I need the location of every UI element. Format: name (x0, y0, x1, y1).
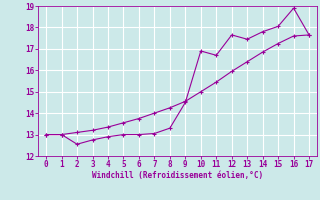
X-axis label: Windchill (Refroidissement éolien,°C): Windchill (Refroidissement éolien,°C) (92, 171, 263, 180)
